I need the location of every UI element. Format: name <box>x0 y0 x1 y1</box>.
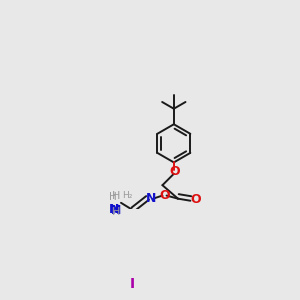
Text: N: N <box>111 204 121 217</box>
Text: H₂: H₂ <box>122 191 132 200</box>
Text: H: H <box>112 207 120 218</box>
Text: O: O <box>159 189 170 202</box>
Text: I: I <box>130 277 135 291</box>
Text: H: H <box>109 192 117 202</box>
Text: N: N <box>109 203 119 216</box>
Text: N: N <box>146 192 156 205</box>
Text: O: O <box>169 165 180 178</box>
Text: H: H <box>112 191 120 201</box>
Text: O: O <box>190 193 201 206</box>
